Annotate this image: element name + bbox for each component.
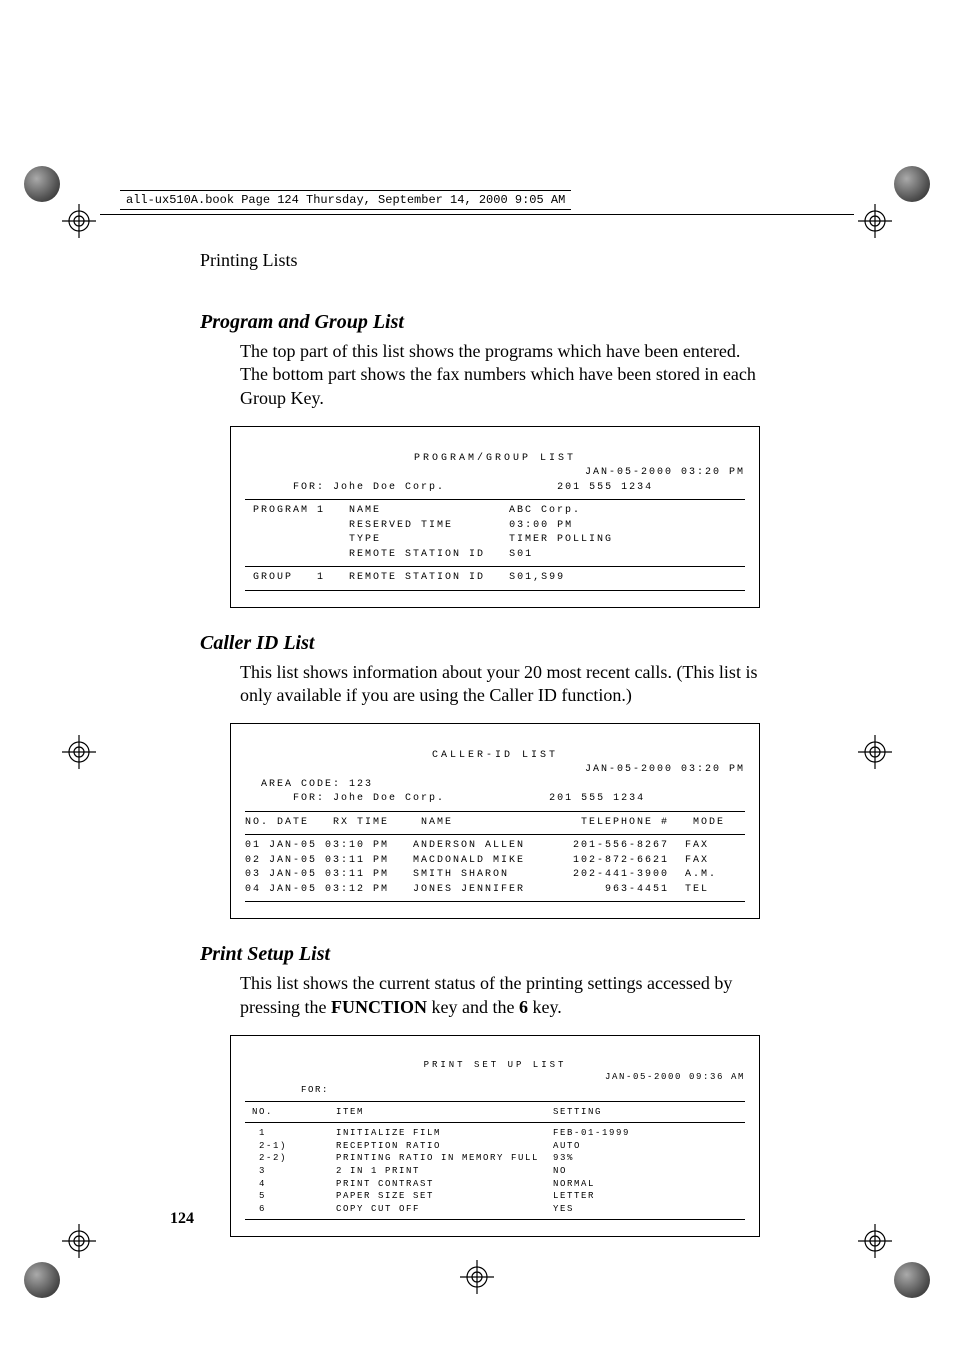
divider — [245, 1122, 745, 1123]
registration-mark-icon — [858, 204, 892, 238]
framemaker-header: all-ux510A.book Page 124 Thursday, Septe… — [120, 190, 571, 210]
running-head: Printing Lists — [200, 250, 760, 271]
registration-mark-icon — [460, 1260, 494, 1294]
area-code-row: AREA CODE: 123 — [245, 778, 745, 793]
report-timestamp: JAN-05-2000 03:20 PM — [245, 763, 745, 778]
setup-row: 3 2 IN 1 PRINT NO — [245, 1165, 745, 1178]
report-title: PROGRAM/GROUP LIST — [245, 452, 745, 467]
program-row: PROGRAM 1 NAME ABC Corp. — [245, 504, 745, 519]
registration-mark-icon — [858, 735, 892, 769]
print-setup-report: PRINT SET UP LISTJAN-05-2000 09:36 AM FO… — [230, 1035, 760, 1237]
divider — [245, 499, 745, 500]
setup-row: 6 COPY CUT OFF YES — [245, 1203, 745, 1216]
report-timestamp: JAN-05-2000 09:36 AM — [245, 1071, 745, 1084]
report-for-number: 201 555 1234 — [557, 482, 653, 493]
program-row: REMOTE STATION ID S01 — [245, 548, 745, 563]
setup-row: 4 PRINT CONTRAST NORMAL — [245, 1178, 745, 1191]
divider — [245, 1101, 745, 1102]
section2-body: This list shows information about your 2… — [240, 661, 760, 708]
divider — [245, 811, 745, 812]
registration-mark-icon — [62, 1224, 96, 1258]
divider — [245, 590, 745, 591]
report-title: PRINT SET UP LIST — [245, 1059, 745, 1072]
page-number: 124 — [170, 1210, 194, 1228]
section-title-program-group: Program and Group List — [200, 311, 760, 334]
caller-row: 01 JAN-05 03:10 PM ANDERSON ALLEN 201-55… — [245, 839, 745, 854]
divider — [245, 566, 745, 567]
report-title: CALLER-ID LIST — [245, 749, 745, 764]
registration-mark-icon — [62, 735, 96, 769]
page-content: Printing Lists Program and Group List Th… — [200, 250, 760, 1259]
section1-body: The top part of this list shows the prog… — [240, 340, 760, 410]
setup-row: 1 INITIALIZE FILM FEB-01-1999 — [245, 1127, 745, 1140]
column-header: NO. ITEM SETTING — [245, 1106, 745, 1119]
section-title-caller-id: Caller ID List — [200, 632, 760, 655]
caller-id-report: CALLER-ID LISTJAN-05-2000 03:20 PM AREA … — [230, 723, 760, 919]
body-text-part: key. — [528, 997, 562, 1017]
divider — [245, 1219, 745, 1220]
report-for-row: FOR: Johe Doe Corp. 201 555 1234 — [245, 792, 745, 807]
report-for-row: FOR: Johe Doe Corp. 201 555 1234 — [245, 481, 745, 496]
caller-row: 02 JAN-05 03:11 PM MACDONALD MIKE 102-87… — [245, 854, 745, 869]
function-key-label: FUNCTION — [331, 997, 427, 1017]
decorative-dot — [894, 166, 930, 202]
divider — [245, 834, 745, 835]
header-rule — [100, 214, 854, 215]
program-row: TYPE TIMER POLLING — [245, 533, 745, 548]
setup-row: 2-2) PRINTING RATIO IN MEMORY FULL 93% — [245, 1152, 745, 1165]
setup-row: 5 PAPER SIZE SET LETTER — [245, 1190, 745, 1203]
column-header: NO. DATE RX TIME NAME TELEPHONE # MODE — [245, 816, 745, 831]
caller-row: 04 JAN-05 03:12 PM JONES JENNIFER 963-44… — [245, 883, 745, 898]
report-timestamp: JAN-05-2000 03:20 PM — [245, 466, 745, 481]
report-for-row: FOR: — [245, 1084, 745, 1097]
decorative-dot — [894, 1262, 930, 1298]
caller-row: 03 JAN-05 03:11 PM SMITH SHARON 202-441-… — [245, 868, 745, 883]
section3-body: This list shows the current status of th… — [240, 972, 760, 1019]
report-for-label: FOR: Johe Doe Corp. — [293, 482, 445, 493]
program-row: RESERVED TIME 03:00 PM — [245, 519, 745, 534]
program-group-report: PROGRAM/GROUP LISTJAN-05-2000 03:20 PM F… — [230, 426, 760, 608]
group-row: GROUP 1 REMOTE STATION ID S01,S99 — [245, 571, 745, 586]
divider — [245, 901, 745, 902]
decorative-dot — [24, 1262, 60, 1298]
setup-row: 2-1) RECEPTION RATIO AUTO — [245, 1140, 745, 1153]
registration-mark-icon — [62, 204, 96, 238]
body-text-part: key and the — [427, 997, 519, 1017]
registration-mark-icon — [858, 1224, 892, 1258]
six-key-label: 6 — [519, 997, 528, 1017]
section-title-print-setup: Print Setup List — [200, 943, 760, 966]
decorative-dot — [24, 166, 60, 202]
